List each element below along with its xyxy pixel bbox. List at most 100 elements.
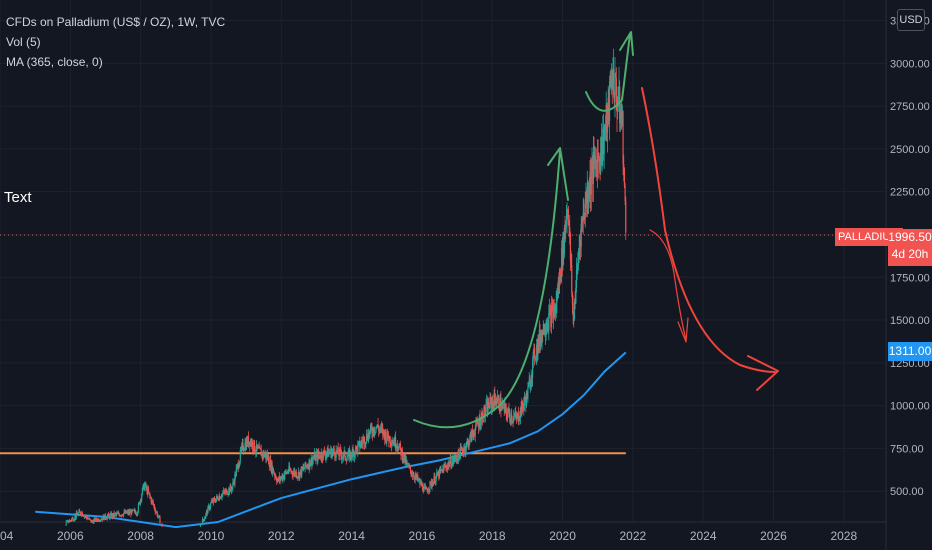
candle-body	[73, 519, 75, 521]
candle-body	[153, 504, 155, 506]
candle-body	[318, 455, 320, 457]
candle-body	[228, 488, 231, 493]
candle-body	[94, 518, 96, 522]
candle-body	[388, 437, 390, 442]
candle-body	[326, 453, 328, 455]
candle-body	[587, 186, 589, 202]
candle-body	[276, 479, 278, 483]
legend-title[interactable]: CFDs on Palladium (US$ / OZ), 1W, TVC	[6, 15, 226, 29]
candle-body	[120, 514, 123, 516]
candle-body	[122, 513, 125, 516]
candle-body	[507, 408, 509, 414]
candle-body	[88, 518, 90, 520]
candle-body	[203, 518, 206, 521]
candle-body	[433, 476, 435, 482]
candle-body	[258, 446, 260, 449]
hand-drawn-arrows[interactable]	[413, 31, 779, 429]
candle-body	[424, 486, 426, 489]
candle-body	[95, 518, 97, 522]
candle-body	[101, 518, 103, 520]
candle-body	[141, 488, 144, 495]
candle-body	[157, 516, 159, 518]
candle-body	[501, 404, 503, 410]
candle-body	[602, 128, 604, 153]
candle-body	[269, 459, 271, 467]
candle-body	[105, 518, 107, 520]
candle-body	[305, 462, 307, 467]
candle-body	[257, 447, 260, 449]
candle-body	[331, 452, 333, 458]
candle-body	[617, 105, 619, 112]
candle-body	[379, 429, 381, 431]
candle-body	[135, 512, 137, 515]
candle-body	[359, 445, 362, 448]
candle-body	[154, 509, 156, 513]
candle-body	[355, 446, 357, 454]
candle-body	[567, 209, 569, 210]
candle-body	[147, 489, 149, 495]
candle-body	[129, 511, 131, 514]
candle-body	[206, 511, 208, 514]
candle-body	[86, 517, 88, 520]
candle-body	[81, 512, 83, 516]
candle-body	[363, 437, 366, 445]
candle-body	[424, 486, 426, 488]
candle-body	[420, 481, 422, 486]
candle-body	[243, 449, 245, 451]
candle-body	[280, 478, 282, 480]
candle-body	[591, 161, 593, 172]
candle-body	[367, 432, 370, 441]
candle-body	[361, 441, 363, 443]
candle-body	[364, 443, 366, 445]
candle-body	[537, 337, 539, 355]
candle-body	[513, 416, 515, 421]
candle-body	[350, 451, 352, 457]
candle-body	[569, 227, 571, 234]
candle-body	[462, 451, 464, 454]
candle-body	[515, 412, 517, 416]
candle-body	[125, 510, 127, 514]
candle-body	[126, 512, 128, 514]
candle-body	[453, 457, 455, 462]
candle-body	[112, 513, 114, 517]
green-arrow-curve-1	[413, 149, 561, 429]
candle-body	[254, 450, 256, 453]
candle-body	[572, 304, 574, 317]
candle-body	[611, 82, 613, 88]
text-annotation[interactable]: Text	[4, 189, 32, 206]
candle-body	[396, 445, 398, 449]
candle-body	[224, 491, 226, 493]
candle-body	[604, 129, 606, 134]
candle-body	[321, 452, 323, 459]
candle-body	[77, 513, 79, 516]
candle-body	[147, 489, 150, 493]
candle-body	[403, 454, 405, 462]
y-tick-label: 750.00	[890, 443, 924, 455]
candle-body	[548, 313, 550, 331]
candle-body	[108, 515, 110, 519]
candle-body	[547, 324, 549, 331]
currency-button[interactable]: USD	[897, 9, 925, 31]
candle-body	[599, 159, 601, 169]
candle-body	[615, 77, 617, 97]
candle-body	[98, 521, 100, 523]
candle-body	[463, 449, 465, 454]
candle-body	[252, 448, 254, 450]
candle-body	[307, 466, 310, 469]
last-price-value: 1996.50	[888, 230, 932, 244]
candle-body	[277, 477, 279, 481]
candle-body	[417, 475, 419, 481]
moving-average-line	[35, 351, 627, 529]
legend-moving-average[interactable]: MA (365, close, 0)	[6, 55, 103, 69]
candle-body	[613, 94, 615, 103]
legend-volume[interactable]: Vol (5)	[6, 35, 41, 49]
candle-body	[468, 442, 470, 447]
candle-body	[213, 498, 215, 500]
x-tick-label: 2010	[198, 529, 225, 543]
candle-body	[308, 459, 310, 469]
candle-body	[535, 356, 537, 359]
candle-body	[70, 520, 72, 522]
candle-body	[212, 500, 214, 503]
candle-body	[585, 191, 587, 204]
